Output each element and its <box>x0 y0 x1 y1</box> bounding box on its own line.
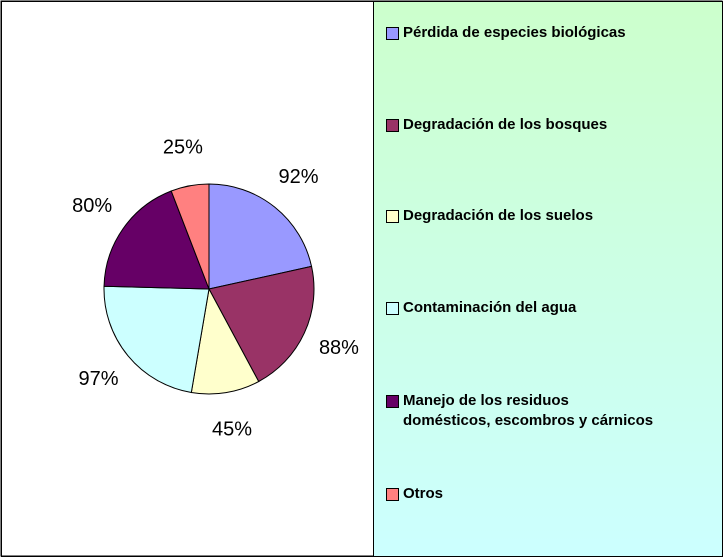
data-label: 92% <box>279 166 319 188</box>
legend-swatch <box>386 27 399 40</box>
legend-item: Degradación de los suelos <box>386 206 716 226</box>
legend-swatch <box>386 395 399 408</box>
legend-item: Manejo de los residuos domésticos, escom… <box>386 391 716 431</box>
pie-slice <box>208 265 315 383</box>
data-label: 80% <box>72 195 112 217</box>
legend-label: Contaminación del agua <box>403 299 577 316</box>
legend-item: Contaminación del agua <box>386 298 716 318</box>
pie-slice <box>103 190 210 290</box>
data-label: 97% <box>79 368 119 390</box>
data-label: 25% <box>163 137 203 159</box>
legend: Pérdida de especies biológicas Degradació… <box>373 1 723 557</box>
legend-swatch <box>386 119 399 132</box>
data-label: 88% <box>319 337 359 359</box>
legend-item: Pérdida de especies biológicas <box>386 23 716 43</box>
legend-swatch <box>386 302 399 315</box>
legend-swatch <box>386 210 399 223</box>
legend-label: Degradación de los bosques <box>403 116 608 133</box>
legend-swatch <box>386 488 399 501</box>
legend-item: Degradación de los bosques <box>386 115 716 135</box>
legend-item: Otros <box>386 484 716 504</box>
pie-slice <box>103 285 210 394</box>
pie-slice <box>170 183 210 290</box>
pie-slice <box>208 183 313 290</box>
legend-label: Manejo de los residuos domésticos, escom… <box>403 392 654 429</box>
legend-label: Otros <box>403 485 444 502</box>
legend-label: Pérdida de especies biológicas <box>403 24 626 41</box>
legend-label: Degradación de los suelos <box>403 207 594 224</box>
pie-slice <box>190 287 260 395</box>
data-label: 45% <box>212 418 252 440</box>
